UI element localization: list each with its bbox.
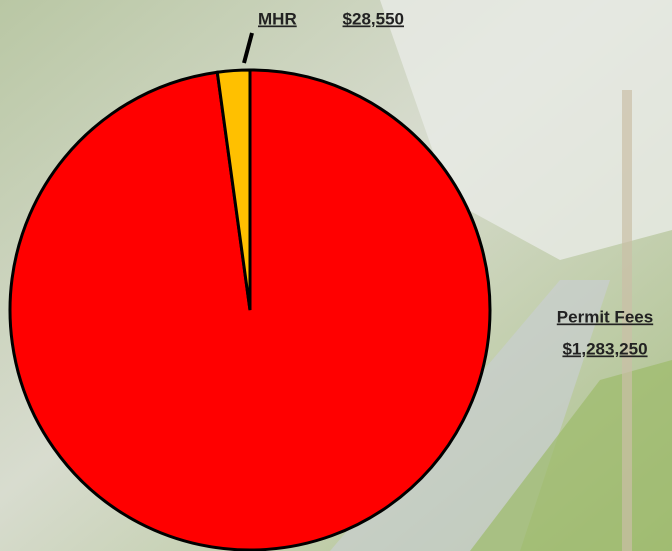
value-label: $28,550 (343, 9, 404, 28)
category-label: Permit Fees (557, 307, 653, 326)
value-label: $1,283,250 (562, 339, 647, 358)
chart: Permit Fees $1,283,250 MHR $28,550 (0, 0, 672, 551)
pie (10, 70, 490, 550)
category-label: MHR (258, 9, 297, 28)
page: Permit Fees$1,283,250MHR$28,550 (() => {… (0, 0, 672, 551)
